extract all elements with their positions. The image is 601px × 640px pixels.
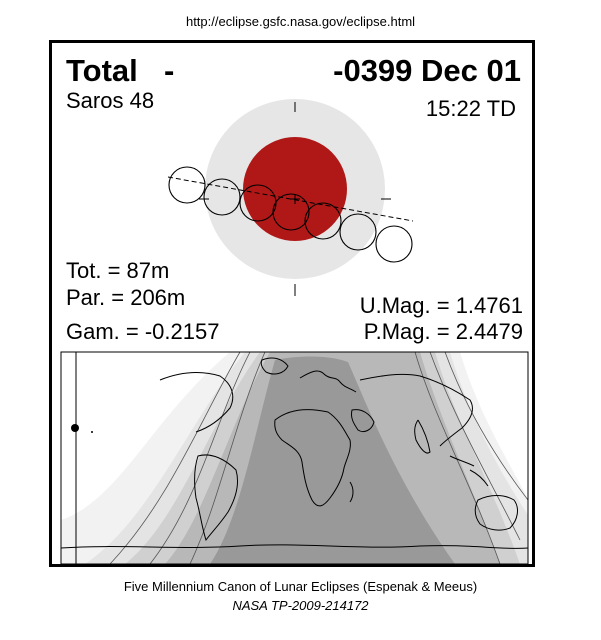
- moon-p1: [168, 166, 206, 204]
- moon-greatest: [272, 193, 310, 231]
- gamma-value: Gam. = -0.2157: [66, 319, 220, 344]
- moon-p4: [375, 225, 413, 263]
- moon-positions: [168, 166, 413, 263]
- nasa-publication-id: NASA TP-2009-214172: [232, 598, 369, 613]
- canon-citation: Five Millennium Canon of Lunar Eclipses …: [123, 579, 478, 594]
- coastlines: [61, 357, 528, 549]
- subpoint-marker: [71, 424, 79, 432]
- umbral-magnitude: U.Mag. = 1.4761: [359, 293, 523, 318]
- world-map: [61, 352, 528, 564]
- map-border: [60, 351, 529, 565]
- eclipse-date: -0399 Dec 01: [333, 53, 521, 88]
- partial-duration: Par. = 206m: [66, 285, 186, 310]
- eclipse-panel-frame: [49, 40, 535, 567]
- greatest-eclipse-time: 15:22 TD: [425, 96, 516, 121]
- moon-u3: [304, 202, 342, 240]
- eclipse-not-visible-region: [210, 356, 455, 564]
- totality-duration: Tot. = 87m: [66, 258, 170, 283]
- moon-u1: [203, 178, 241, 216]
- eclipse-type-dash: -: [164, 53, 175, 88]
- small-dot: [91, 431, 93, 433]
- eclipse-type: Total: [66, 53, 138, 88]
- penumbral-magnitude: P.Mag. = 2.4479: [363, 319, 523, 344]
- umbral-shadow: [243, 137, 347, 241]
- moon-u4: [339, 213, 377, 251]
- saros-number: Saros 48: [66, 88, 155, 113]
- source-url[interactable]: http://eclipse.gsfc.nasa.gov/eclipse.htm…: [185, 14, 416, 29]
